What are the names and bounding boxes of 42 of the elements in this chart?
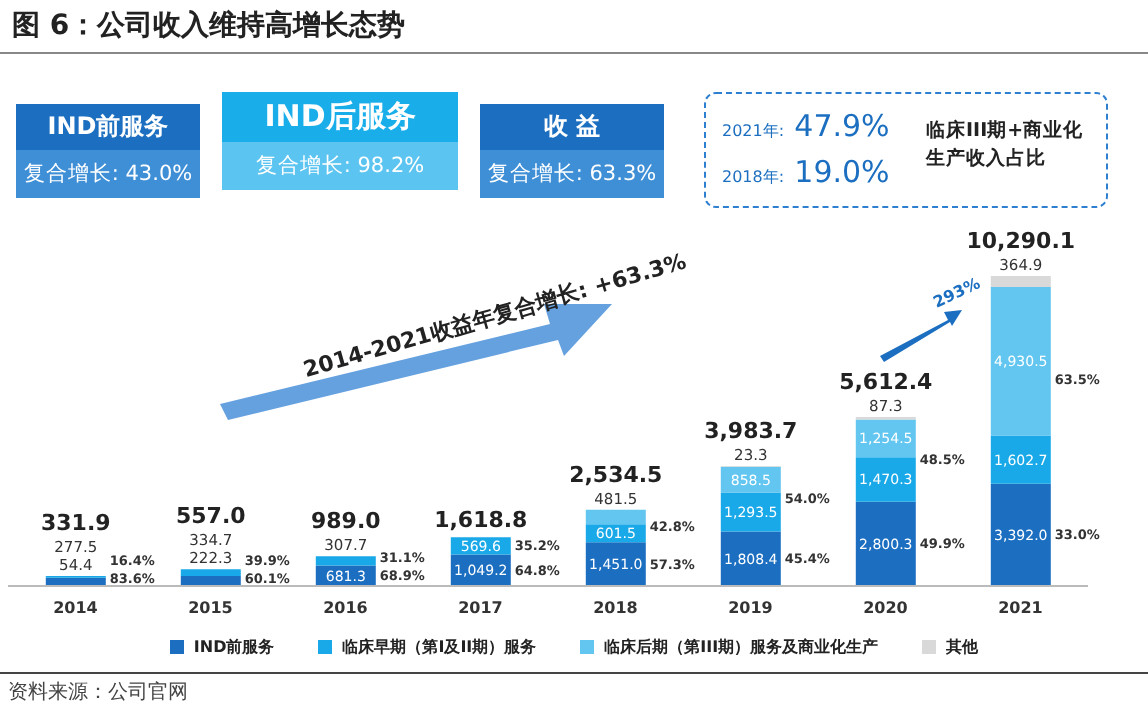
total-label: 2,534.5 <box>569 461 663 488</box>
bar <box>180 569 241 576</box>
x-tick-label: 2019 <box>728 599 774 618</box>
x-tick-label: 2018 <box>593 599 639 618</box>
bar <box>990 435 1051 484</box>
text: 复合增长: 98.2% <box>222 142 458 190</box>
text: 47.9% <box>794 108 890 144</box>
legend-label: 临床早期（第I及II期）服务 <box>342 636 537 658</box>
text: 复合增长: 63.3% <box>480 150 664 198</box>
x-tick-label: 2021 <box>998 599 1044 618</box>
text: 2018年: <box>722 168 785 186</box>
text: 收 益 <box>480 104 664 150</box>
text: 19.0% <box>794 154 890 190</box>
total-label: 557.0 <box>176 503 247 530</box>
total-label: 3,983.7 <box>704 417 798 444</box>
text: 临床III期+商业化生产收入占比 <box>926 118 1086 174</box>
text: 2021年: <box>722 122 785 140</box>
text: 资料来源：公司官网 <box>8 679 188 706</box>
total-label: 331.9 <box>41 510 111 536</box>
x-tick-label: 2020 <box>863 599 909 618</box>
bar <box>990 286 1051 436</box>
x-tick-label: 2017 <box>458 599 503 618</box>
bar <box>315 556 376 566</box>
x-tick-label: 2015 <box>188 599 234 618</box>
bar <box>855 501 916 586</box>
x-tick-label: 2014 <box>53 599 99 618</box>
total-label: 5,612.4 <box>839 368 934 395</box>
bar <box>855 457 916 502</box>
text: IND后服务 <box>222 92 458 142</box>
bar <box>990 276 1051 287</box>
total-label: 989.0 <box>311 508 382 535</box>
bar <box>990 483 1051 586</box>
legend-label: 临床后期（第III期）服务及商业化生产 <box>604 636 879 658</box>
bar <box>585 509 646 525</box>
total-label: 10,290.1 <box>966 228 1076 254</box>
legend-label: 其他 <box>946 636 979 658</box>
text: IND前服务 <box>16 104 200 150</box>
chart-title: 图 6：公司收入维持高增长态势 <box>12 8 406 44</box>
total-label: 1,618.8 <box>434 507 528 534</box>
text: 复合增长: 43.0% <box>16 150 200 198</box>
legend-label: IND前服务 <box>193 636 275 658</box>
x-tick-label: 2016 <box>323 599 369 618</box>
